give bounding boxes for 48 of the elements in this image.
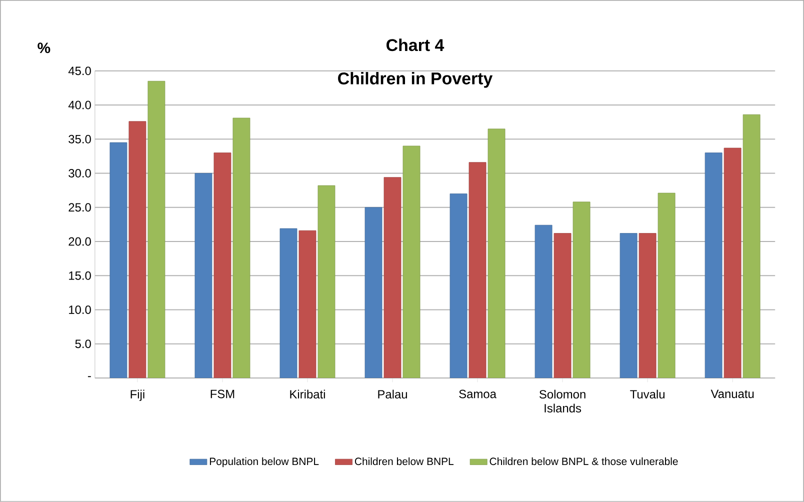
y-tick-label: 5.0: [75, 340, 91, 348]
x-tick-label: Tuvalu: [630, 390, 664, 399]
bar: [620, 233, 638, 378]
bar: [364, 207, 382, 378]
y-axis-title: %: [38, 42, 50, 54]
y-tick-label: -: [88, 376, 91, 378]
x-tick-label: Vanuatu: [710, 390, 754, 398]
x-tick-label: FSM: [210, 390, 234, 398]
y-tick-label: 30.0: [68, 169, 91, 178]
bar: [128, 121, 146, 378]
x-tick-label: Fiji: [130, 390, 144, 401]
bar: [318, 185, 336, 378]
bar: [384, 177, 402, 378]
chart-subtitle: Children in Poverty: [338, 72, 493, 88]
y-tick-label: 20.0: [68, 237, 91, 246]
legend-label: Children below BNPL: [354, 457, 454, 466]
y-tick-label: 35.0: [68, 134, 91, 144]
y-tick-label: 40.0: [68, 100, 91, 110]
bar: [148, 80, 166, 378]
x-tick-label: Palau: [378, 390, 407, 399]
bar: [658, 192, 676, 378]
bar: [554, 233, 572, 378]
bar: [450, 194, 468, 378]
bar: [402, 146, 420, 378]
chart-title: Chart 4: [386, 38, 444, 52]
y-tick-label: 10.0: [69, 306, 91, 314]
y-tick-label: 45.0: [68, 66, 91, 76]
x-tick-label: Kiribati: [290, 390, 325, 399]
y-tick-label: 15.0: [69, 271, 91, 280]
bar: [232, 118, 250, 378]
bar: [488, 128, 506, 378]
bar: [468, 162, 486, 378]
legend-label: Population below BNPL: [210, 457, 319, 468]
bar: [280, 228, 298, 378]
bar: [110, 142, 128, 378]
bar: [214, 152, 232, 378]
legend-label: Children below BNPL & those vulnerable: [490, 457, 678, 466]
bar: [194, 173, 212, 378]
bar: [724, 148, 742, 378]
bar: [704, 152, 722, 378]
x-tick-label: Solomon Islands: [539, 390, 586, 413]
bar: [742, 114, 760, 378]
bar: [638, 233, 656, 378]
bar: [298, 230, 316, 378]
y-tick-label: 25.0: [68, 203, 91, 212]
bar: [534, 224, 552, 378]
bar: [572, 202, 590, 378]
x-tick-label: Samoa: [459, 390, 496, 398]
